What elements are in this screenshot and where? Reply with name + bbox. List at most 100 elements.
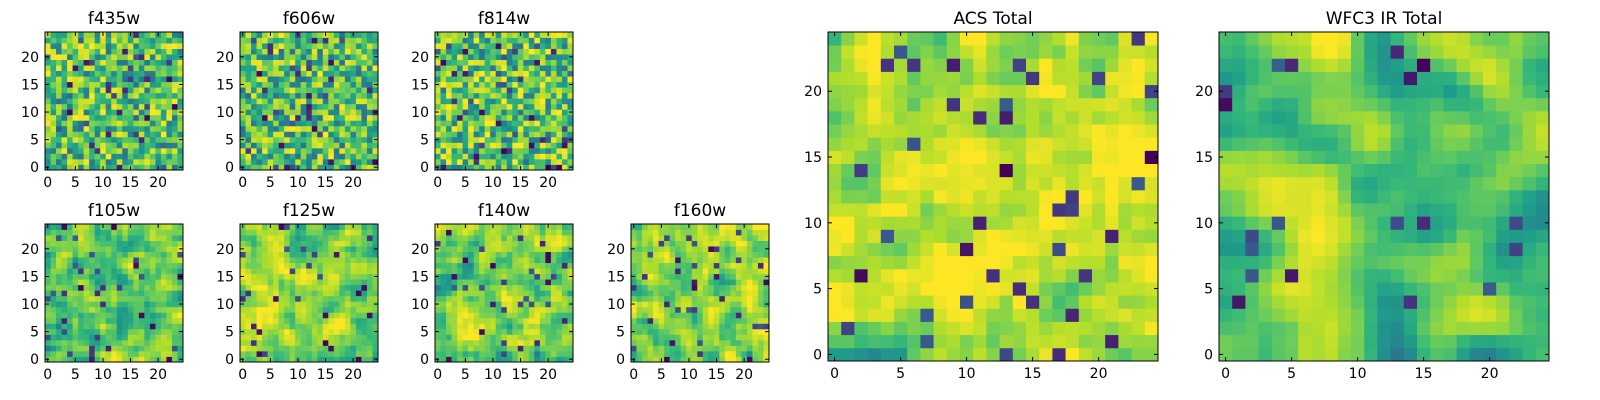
heatmap-cell	[149, 59, 156, 66]
heatmap-cell	[440, 109, 447, 116]
heatmap-cell	[446, 339, 452, 346]
heatmap-cell	[512, 109, 519, 116]
heatmap-cell	[144, 120, 151, 127]
heatmap-cell	[267, 235, 274, 241]
heatmap-cell	[675, 345, 682, 352]
heatmap-cell	[267, 339, 274, 346]
heatmap-cell	[61, 345, 68, 352]
heatmap-cell	[300, 153, 307, 160]
heatmap-cell	[1118, 334, 1132, 349]
heatmap-cell	[311, 147, 318, 154]
heatmap-cell	[256, 37, 263, 44]
heatmap-cell	[457, 65, 463, 72]
heatmap-cell	[45, 147, 51, 154]
heatmap-cell	[50, 334, 57, 341]
heatmap-cell	[155, 290, 162, 297]
heatmap-cell	[245, 164, 252, 171]
heatmap-cell	[446, 87, 452, 94]
heatmap-cell	[880, 150, 895, 164]
heatmap-cell	[245, 76, 252, 83]
heatmap-cell	[528, 125, 535, 132]
heatmap-cell	[273, 43, 280, 49]
heatmap-cell	[647, 317, 654, 324]
heatmap-cell	[567, 229, 574, 236]
heatmap-cell	[440, 339, 447, 346]
heatmap-cell	[746, 328, 753, 335]
heatmap-cell	[556, 65, 563, 72]
heatmap-cell	[289, 262, 296, 269]
heatmap-cell	[495, 224, 502, 230]
heatmap-cell	[462, 350, 469, 357]
heatmap-cell	[556, 158, 563, 165]
heatmap-cell	[446, 334, 452, 341]
heatmap-cell	[273, 290, 280, 297]
heatmap-cell	[306, 224, 313, 230]
heatmap-cell	[138, 312, 145, 319]
heatmap-cell	[94, 43, 101, 49]
heatmap-cell	[177, 98, 184, 105]
heatmap-cell	[854, 268, 868, 283]
heatmap-cell	[355, 120, 362, 127]
heatmap-cell	[256, 142, 263, 149]
heatmap-cell	[556, 37, 563, 44]
heatmap-cell	[138, 76, 145, 83]
heatmap-cell	[451, 251, 458, 258]
heatmap-cell	[490, 120, 497, 127]
heatmap-cell	[111, 98, 118, 105]
heatmap-cell	[50, 87, 57, 94]
heatmap-cell	[94, 268, 101, 275]
heatmap-cell	[111, 87, 118, 94]
heatmap-cell	[89, 328, 96, 335]
panel-title: f125w	[283, 201, 335, 221]
heatmap-cell	[67, 81, 73, 88]
heatmap-cell	[149, 312, 156, 319]
heatmap-cell	[534, 32, 541, 38]
heatmap-cell	[355, 114, 362, 121]
heatmap-cell	[273, 235, 280, 241]
heatmap-cell	[72, 317, 79, 324]
heatmap-cell	[468, 301, 475, 308]
heatmap-cell	[523, 153, 530, 160]
heatmap-cell	[267, 59, 274, 66]
heatmap-cell	[267, 76, 274, 83]
heatmap-cell	[490, 345, 497, 352]
heatmap-cell	[322, 76, 329, 83]
heatmap-cell	[350, 54, 357, 60]
heatmap-cell	[484, 103, 491, 110]
heatmap-cell	[267, 87, 274, 94]
heatmap-cell	[473, 356, 480, 363]
heatmap-cell	[440, 76, 447, 83]
heatmap-cell	[523, 98, 530, 105]
heatmap-cell	[251, 284, 257, 291]
heatmap-cell	[506, 158, 513, 165]
heatmap-cell	[446, 48, 452, 55]
heatmap-cell	[328, 164, 335, 171]
heatmap-cell	[539, 131, 546, 138]
heatmap-cell	[490, 76, 497, 83]
heatmap-cell	[1105, 242, 1119, 257]
heatmap-cell	[675, 339, 682, 346]
heatmap-cell	[56, 317, 62, 324]
heatmap-cell	[757, 295, 764, 302]
heatmap-cell	[473, 246, 480, 252]
heatmap-cell	[636, 290, 643, 297]
heatmap-cell	[468, 125, 475, 132]
y-tick-label: 5	[225, 133, 234, 149]
heatmap-cell	[528, 339, 535, 346]
heatmap-cell	[160, 224, 167, 230]
heatmap-cell	[746, 268, 753, 275]
heatmap-cell	[61, 290, 68, 297]
heatmap-cell	[50, 125, 57, 132]
heatmap-cell	[89, 120, 96, 127]
heatmap-cell	[973, 255, 987, 270]
heatmap-cell	[1131, 321, 1146, 336]
heatmap-cell	[361, 279, 368, 286]
heatmap-cell	[111, 59, 118, 66]
heatmap-cell	[484, 92, 491, 99]
heatmap-cell	[523, 312, 530, 319]
heatmap-cell	[72, 284, 79, 291]
heatmap-cell	[435, 290, 441, 297]
heatmap-cell	[166, 98, 173, 105]
heatmap-cell	[155, 43, 162, 49]
heatmap-cell	[295, 103, 302, 110]
